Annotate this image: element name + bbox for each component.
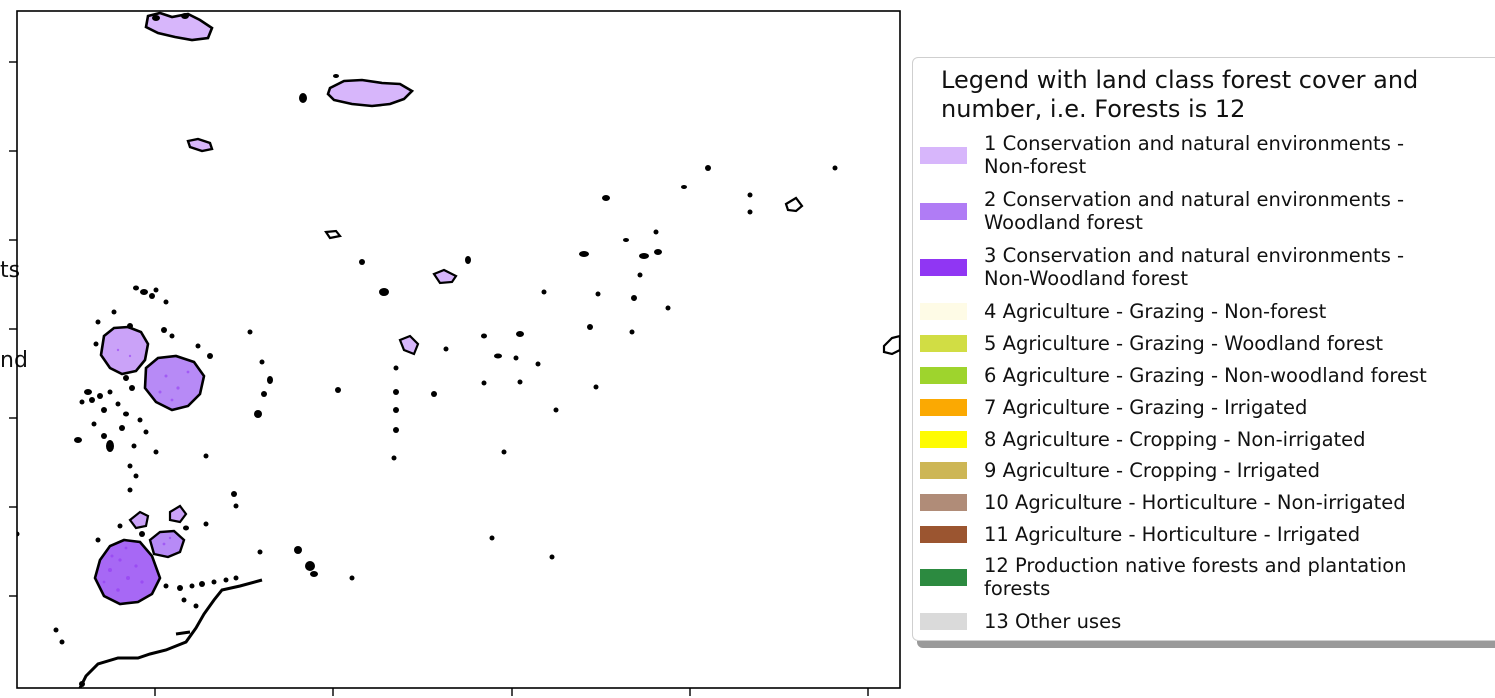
- island-polygon: [186, 137, 214, 153]
- legend-label: 1 Conservation and natural environments …: [984, 132, 1405, 178]
- legend-swatch: [920, 367, 967, 384]
- legend-label: 6 Agriculture - Grazing - Non-woodland f…: [984, 364, 1427, 387]
- legend-swatch: [920, 613, 967, 630]
- legend-label: 7 Agriculture - Grazing - Irrigated: [984, 396, 1308, 419]
- legend-label: 4 Agriculture - Grazing - Non-forest: [984, 300, 1327, 323]
- legend-label: 2 Conservation and natural environments …: [984, 188, 1405, 234]
- legend-swatch: [920, 335, 967, 352]
- island-polygon: [882, 334, 900, 356]
- legend-swatch: [920, 494, 967, 511]
- island-polygon: [168, 504, 188, 524]
- legend-swatch: [920, 203, 967, 220]
- legend-swatch: [920, 431, 967, 448]
- legend-label: 5 Agriculture - Grazing - Woodland fores…: [984, 332, 1384, 355]
- legend-label: 12 Production native forests and plantat…: [984, 554, 1407, 600]
- legend-swatch: [920, 399, 967, 416]
- y-axis-ticks: [9, 61, 17, 597]
- island-polygon: [398, 334, 420, 356]
- islets: [17, 13, 838, 687]
- legend-label: 3 Conservation and natural environments …: [984, 244, 1405, 290]
- legend-label: 9 Agriculture - Cropping - Irrigated: [984, 459, 1320, 482]
- legend-swatch: [920, 526, 967, 543]
- island-polygon: [99, 325, 150, 376]
- legend-title: Legend with land class forest cover and …: [941, 66, 1419, 123]
- island-polygon: [148, 529, 186, 559]
- island-polygon: [143, 354, 206, 412]
- x-axis-ticks: [154, 688, 869, 696]
- island-polygon: [432, 268, 458, 285]
- legend-label: 10 Agriculture - Horticulture - Non-irri…: [984, 491, 1406, 514]
- legend-swatch: [920, 303, 967, 320]
- island-polygon: [93, 538, 162, 606]
- legend-label: 13 Other uses: [984, 610, 1122, 633]
- legend-label: 8 Agriculture - Cropping - Non-irrigated: [984, 428, 1366, 451]
- coastline: [78, 578, 263, 688]
- island-polygon: [324, 229, 342, 240]
- side-label: ts: [0, 258, 21, 283]
- legend-swatch: [920, 259, 967, 276]
- legend-label: 11 Agriculture - Horticulture - Irrigate…: [984, 523, 1361, 546]
- legend: Legend with land class forest cover and …: [912, 57, 1495, 641]
- legend-swatch: [920, 147, 967, 164]
- side-label: nd: [0, 348, 28, 373]
- island-polygon: [326, 78, 415, 108]
- island-polygon: [128, 510, 150, 530]
- legend-swatch: [920, 462, 967, 479]
- land-texture: [102, 348, 190, 592]
- legend-swatch: [920, 569, 967, 586]
- island-polygon: [144, 11, 214, 42]
- island-polygon: [784, 196, 804, 213]
- coastline: [175, 630, 191, 636]
